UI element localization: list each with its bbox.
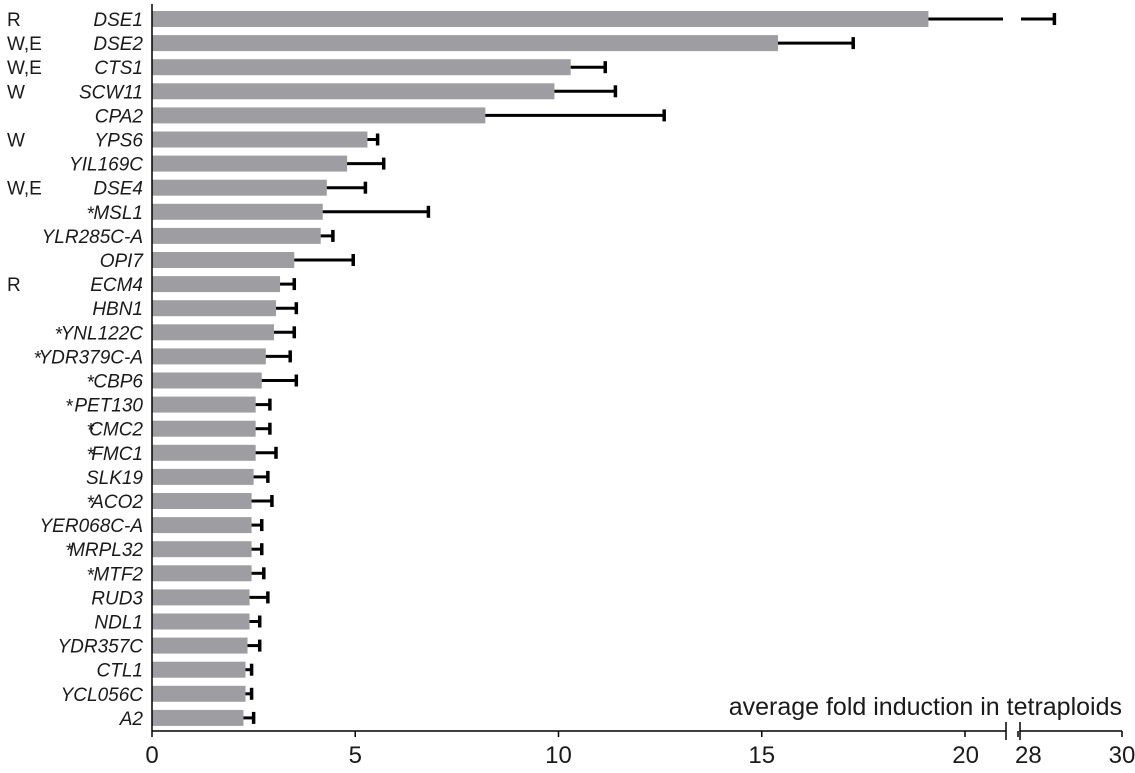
bar — [152, 179, 327, 196]
category-label: YCL056C — [61, 685, 144, 706]
bar — [152, 589, 250, 606]
error-bars-layer — [243, 13, 1057, 724]
x-axis-label: average fold induction in tetraploids — [729, 693, 1122, 721]
category-label: CTS1 — [94, 58, 143, 79]
bar — [152, 83, 555, 100]
bar — [152, 324, 274, 341]
category-label: FMC1 — [91, 444, 143, 465]
bar — [152, 372, 262, 389]
category-label: A2 — [119, 709, 144, 730]
category-label: YLR285C-A — [42, 227, 143, 248]
x-tick-label: 10 — [545, 742, 572, 769]
bar — [152, 685, 246, 702]
bar — [152, 252, 295, 268]
axes-layer: 0 5 10 15 20 28 30 — [145, 4, 1135, 769]
bar — [152, 420, 256, 437]
bar — [152, 613, 250, 630]
category-label: PET130 — [74, 396, 143, 417]
significance-marker: * — [87, 445, 95, 466]
category-label: MTF2 — [93, 564, 143, 585]
significance-marker: * — [34, 348, 42, 369]
category-annotation: W — [7, 82, 25, 103]
x-tick-label: 28 — [1015, 742, 1042, 769]
bar — [152, 709, 244, 726]
category-label: HBN1 — [92, 299, 143, 320]
category-annotation: W — [7, 131, 25, 152]
significance-marker: * — [55, 324, 63, 345]
bar — [152, 227, 321, 244]
category-label: CPA2 — [95, 106, 144, 127]
category-label: YER068C-A — [40, 516, 144, 537]
bar — [152, 517, 252, 534]
category-label: DSE2 — [93, 34, 143, 55]
bar — [152, 276, 281, 293]
significance-marker: * — [66, 541, 74, 562]
category-annotation: W,E — [7, 34, 42, 55]
category-annotation: R — [7, 10, 21, 31]
bars-layer — [152, 11, 929, 726]
category-label: DSE4 — [93, 179, 143, 200]
bar — [152, 661, 246, 678]
significance-marker: * — [87, 421, 95, 442]
bar — [152, 444, 256, 461]
significance-marker: * — [87, 204, 95, 225]
significance-marker: * — [66, 397, 74, 418]
bar — [152, 468, 254, 485]
bar — [152, 59, 571, 76]
category-label: YDR357C — [57, 637, 143, 658]
bar — [152, 493, 252, 509]
bar — [152, 35, 779, 52]
bar — [152, 11, 929, 27]
bar — [152, 155, 348, 172]
bar — [152, 541, 252, 558]
bar — [152, 300, 276, 317]
bar — [152, 348, 266, 365]
category-label: MRPL32 — [69, 540, 143, 561]
category-label: YIL169C — [69, 155, 143, 176]
category-label: YNL122C — [61, 323, 144, 344]
category-annotation: R — [7, 275, 21, 296]
category-label: OPI7 — [100, 251, 145, 272]
category-label: NDL1 — [94, 613, 143, 634]
x-tick-label: 20 — [952, 742, 979, 769]
category-label: RUD3 — [91, 588, 143, 609]
bar — [152, 131, 368, 148]
category-label: YDR379C-A — [38, 347, 143, 368]
category-label: SCW11 — [79, 82, 143, 103]
category-label: DSE1 — [93, 10, 143, 31]
category-label: MSL1 — [93, 203, 143, 224]
bar — [152, 107, 486, 124]
category-label: ACO2 — [90, 492, 143, 513]
bar — [152, 637, 248, 654]
significance-marker: * — [87, 565, 95, 586]
category-label: CTL1 — [97, 661, 143, 682]
category-label: CBP6 — [93, 372, 143, 393]
category-label: SLK19 — [86, 468, 143, 489]
x-tick-label: 5 — [349, 742, 362, 769]
bar — [152, 565, 252, 582]
category-label: YPS6 — [94, 131, 143, 152]
x-tick-label: 15 — [748, 742, 775, 769]
x-tick-label: 0 — [145, 742, 158, 769]
x-tick-label: 30 — [1109, 742, 1135, 769]
category-annotation: W,E — [7, 58, 42, 79]
category-label: CMC2 — [89, 420, 143, 441]
category-label: ECM4 — [90, 275, 143, 296]
significance-marker: * — [87, 493, 95, 514]
bar — [152, 203, 323, 220]
category-labels-layer: DSE1 R DSE2 W,E CTS1 W,E SCW11 W CPA2 YPS6 W YIL169… — [7, 10, 144, 730]
significance-marker: * — [87, 373, 95, 394]
category-annotation: W,E — [7, 179, 42, 200]
bar — [152, 396, 256, 413]
